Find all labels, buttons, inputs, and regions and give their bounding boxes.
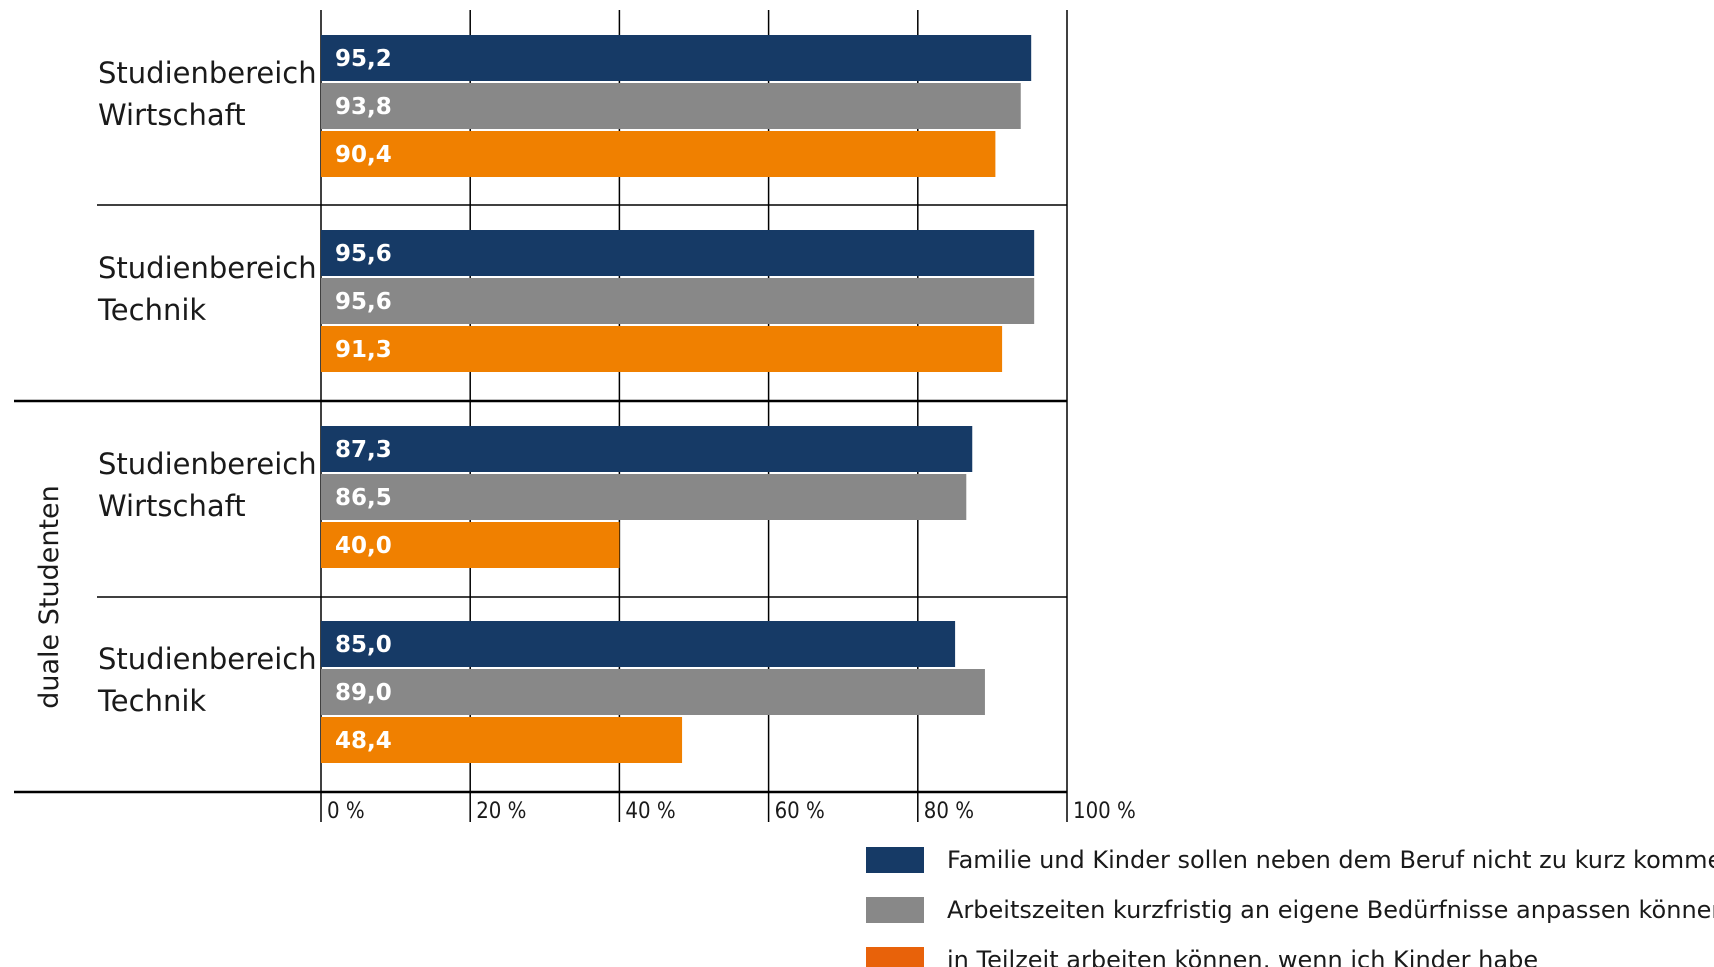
bar-value-label: 85,0 [335,632,392,658]
category-label-line: Technik [97,293,206,327]
group-label: duale Studenten [34,485,65,709]
category-label-line: Studienbereich [98,251,317,285]
bar [321,83,1021,129]
legend-label: in Teilzeit arbeiten können, wenn ich Ki… [947,946,1538,967]
category-label-line: Wirtschaft [98,489,246,523]
bar [321,278,1035,324]
bar [321,230,1035,276]
legend-swatch [866,847,924,873]
legend-label: Familie und Kinder sollen neben dem Beru… [947,846,1714,874]
bar-value-label: 87,3 [335,437,392,463]
bar-value-label: 95,6 [335,289,392,315]
category-label: Studienbereich Technik [97,642,317,718]
x-tick-label: 60 % [775,799,825,824]
bar [321,522,620,568]
legend-swatch [866,897,924,923]
category-label-line: Technik [97,684,206,718]
bar-value-label: 95,2 [335,46,392,72]
bar-value-label: 86,5 [335,485,392,511]
bar [321,131,996,177]
legend-label: Arbeitszeiten kurzfristig an eigene Bedü… [947,896,1714,924]
category-label-line: Studienbereich [98,56,317,90]
bar-value-label: 91,3 [335,337,392,363]
x-tick-label: 40 % [625,799,675,824]
x-tick-label: 20 % [476,799,526,824]
category-label: Studienbereich Wirtschaft [98,447,317,523]
bar-value-label: 95,6 [335,241,392,267]
bar-value-label: 93,8 [335,94,392,120]
bar [321,717,683,763]
bar [321,35,1032,81]
bar-value-label: 90,4 [335,142,392,168]
bar [321,326,1003,372]
bar [321,621,956,667]
bar-value-label: 48,4 [335,728,392,754]
category-label-line: Wirtschaft [98,98,246,132]
category-label-line: Studienbereich [98,642,317,676]
category-label: Studienbereich Wirtschaft [98,56,317,132]
bar-value-label: 40,0 [335,533,392,559]
x-tick-label: 100 % [1073,799,1136,824]
category-label-line: Studienbereich [98,447,317,481]
x-tick-label: 80 % [924,799,974,824]
bar [321,474,967,520]
x-tick-label: 0 % [327,799,365,824]
bar-value-label: 89,0 [335,680,392,706]
legend-swatch [866,947,924,967]
bar [321,426,973,472]
category-label: Studienbereich Technik [97,251,317,327]
bar [321,669,985,715]
